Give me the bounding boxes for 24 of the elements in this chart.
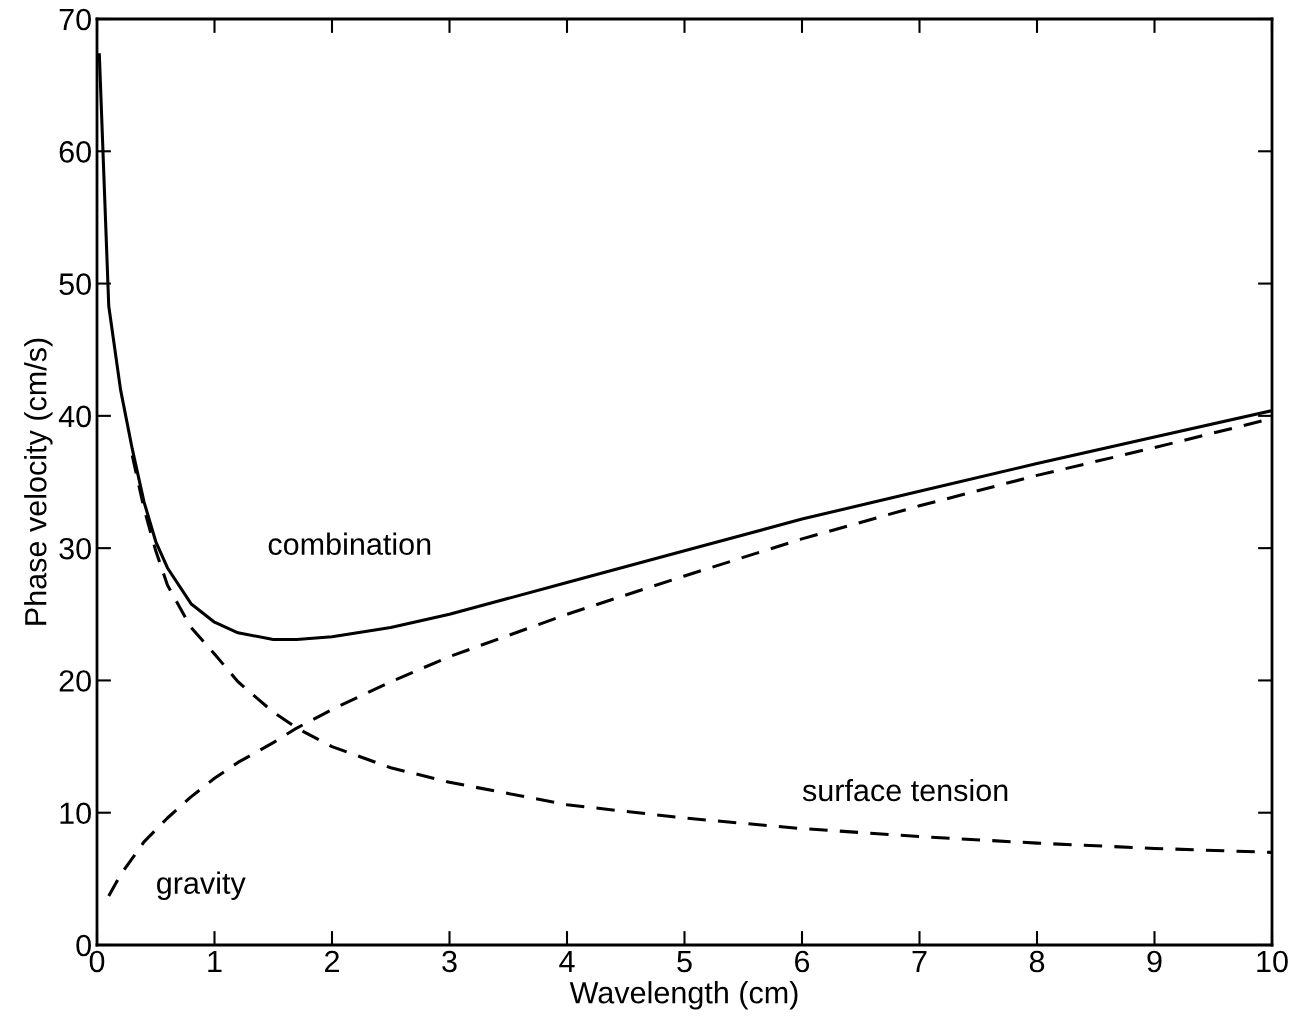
y-tick-label: 60 [59, 141, 91, 163]
annotation: gravity [157, 871, 246, 900]
x-tick-label: 1 [208, 950, 222, 972]
x-tick-label: 10 [1257, 950, 1288, 973]
x-tick-label: 6 [795, 950, 810, 973]
x-tick-label: 8 [1029, 950, 1045, 973]
x-tick-label: 3 [442, 950, 457, 973]
y-axis-title: Phase velocity (cm/s) [24, 338, 53, 625]
x-tick-label: 4 [559, 950, 575, 972]
y-tick-label: 70 [59, 8, 91, 31]
x-tick-label: 5 [677, 950, 692, 973]
annotation: surface tension [802, 778, 1008, 802]
annotation: combination [268, 532, 431, 556]
x-tick-label: 7 [912, 950, 927, 972]
y-tick-label: 20 [59, 670, 91, 692]
x-tick-label: 0 [89, 950, 105, 973]
y-tick-label: 50 [59, 273, 91, 295]
x-tick-label: 9 [1147, 950, 1162, 973]
y-tick-label: 40 [58, 405, 91, 428]
y-tick-label: 10 [60, 802, 91, 825]
x-axis-title: Wavelength (cm) [569, 981, 798, 1010]
y-tick-label: 30 [59, 537, 91, 560]
y-tick-label: 0 [76, 934, 91, 957]
x-tick-label: 2 [325, 950, 339, 972]
